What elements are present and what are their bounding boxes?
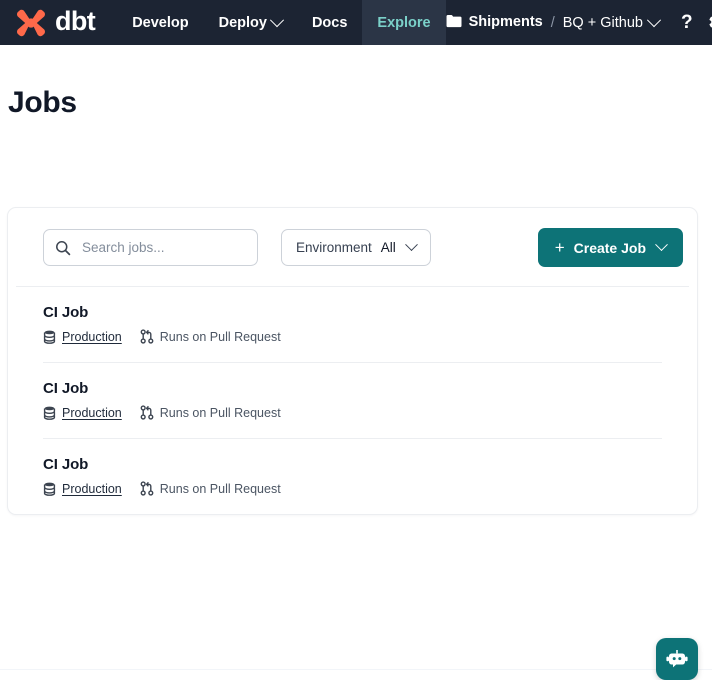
- chevron-down-icon: [655, 238, 668, 252]
- nav-item-deploy[interactable]: Deploy: [204, 0, 297, 45]
- job-name: CI Job: [43, 380, 89, 397]
- nav-item-develop-label: Develop: [132, 14, 189, 31]
- job-name: CI Job: [43, 456, 89, 473]
- chevron-down-icon: [646, 12, 662, 27]
- nav-item-explore[interactable]: Explore: [362, 0, 446, 45]
- chat-bot-button[interactable]: [656, 638, 698, 680]
- job-row-divider: [43, 362, 662, 363]
- job-trigger-label: Runs on Pull Request: [159, 481, 281, 496]
- job-trigger: Runs on Pull Request: [140, 329, 281, 344]
- job-environment[interactable]: Production: [43, 482, 122, 496]
- breadcrumb: Shipments / BQ + Github: [446, 12, 662, 32]
- job-environment-link[interactable]: Production: [62, 405, 122, 420]
- create-job-label: Create Job: [573, 239, 646, 256]
- chevron-down-icon: [404, 238, 418, 252]
- nav-item-docs-label: Docs: [311, 14, 348, 31]
- dbt-logo-text: dbt: [55, 6, 96, 36]
- search-icon: [55, 240, 71, 256]
- environment-filter-label: Environment: [296, 240, 372, 255]
- nav-right-section: Shipments / BQ + Github ?: [446, 0, 712, 45]
- job-environment-link[interactable]: Production: [62, 481, 122, 496]
- top-navbar: dbt Develop Deploy Docs Explore Shipment…: [0, 0, 712, 45]
- git-pull-request-icon: [140, 405, 154, 420]
- environment-filter-value: All: [380, 240, 396, 255]
- database-icon: [43, 330, 56, 344]
- job-row-divider: [43, 438, 662, 439]
- job-environment-link[interactable]: Production: [62, 329, 122, 344]
- job-meta: Production Runs on Pull Request: [43, 329, 662, 344]
- create-job-button[interactable]: + Create Job: [537, 228, 683, 267]
- job-name: CI Job: [43, 304, 89, 321]
- jobs-card: Environment All + Create Job CI Job: [7, 207, 698, 515]
- dbt-logo-home-link[interactable]: dbt: [0, 0, 96, 45]
- job-trigger: Runs on Pull Request: [140, 481, 281, 496]
- breadcrumb-separator: /: [550, 14, 555, 31]
- chat-bot-icon: [666, 649, 688, 669]
- database-icon: [43, 406, 56, 420]
- job-trigger-label: Runs on Pull Request: [159, 405, 281, 420]
- jobs-toolbar: Environment All + Create Job: [8, 208, 697, 286]
- plus-icon: +: [554, 237, 565, 257]
- breadcrumb-environment-selector[interactable]: BQ + Github: [562, 12, 662, 31]
- job-list-item[interactable]: CI Job Production: [8, 287, 697, 362]
- job-list-item[interactable]: CI Job Production: [8, 439, 697, 514]
- search-jobs-container[interactable]: [43, 229, 258, 266]
- toolbar-divider: [16, 286, 689, 287]
- git-pull-request-icon: [140, 329, 154, 344]
- primary-nav: Develop Deploy Docs Explore: [117, 0, 446, 45]
- search-input[interactable]: [80, 239, 246, 256]
- chevron-down-icon: [269, 12, 285, 27]
- nav-item-explore-label: Explore: [377, 14, 431, 31]
- bottom-hairline: [0, 669, 712, 670]
- page-body: Jobs Environment All + Create J: [0, 45, 712, 680]
- breadcrumb-project-label: Shipments: [468, 13, 543, 30]
- job-meta: Production Runs on Pull Request: [43, 405, 662, 420]
- nav-item-docs[interactable]: Docs: [297, 0, 362, 45]
- job-environment[interactable]: Production: [43, 406, 122, 420]
- job-meta: Production Runs on Pull Request: [43, 481, 662, 496]
- nav-item-develop[interactable]: Develop: [117, 0, 203, 45]
- environment-filter-dropdown[interactable]: Environment All: [281, 229, 431, 266]
- folder-icon: [446, 14, 462, 32]
- job-trigger: Runs on Pull Request: [140, 405, 281, 420]
- job-list-item[interactable]: CI Job Production: [8, 363, 697, 438]
- breadcrumb-project[interactable]: Shipments: [446, 14, 543, 32]
- breadcrumb-environment-label: BQ + Github: [562, 14, 643, 31]
- job-environment[interactable]: Production: [43, 330, 122, 344]
- page-title: Jobs: [8, 86, 77, 119]
- nav-item-deploy-label: Deploy: [218, 14, 267, 31]
- gear-icon[interactable]: [707, 13, 712, 32]
- help-icon[interactable]: ?: [680, 12, 693, 33]
- job-trigger-label: Runs on Pull Request: [159, 329, 281, 344]
- git-pull-request-icon: [140, 481, 154, 496]
- database-icon: [43, 482, 56, 496]
- dbt-x-logo-icon: [14, 8, 48, 38]
